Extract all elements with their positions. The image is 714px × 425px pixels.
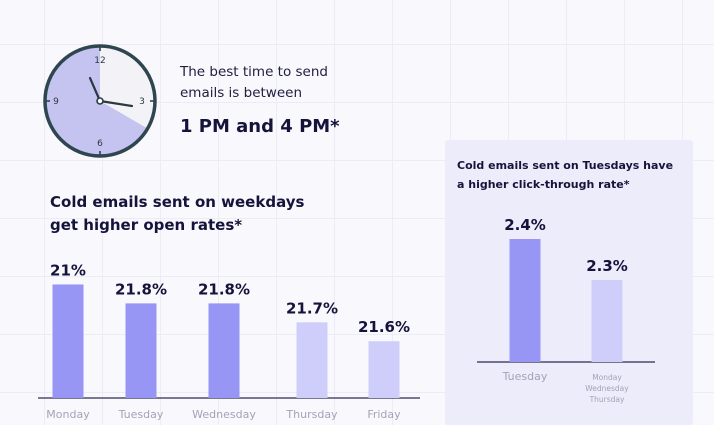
tick-label: Wednesday [192, 408, 256, 421]
data-label: 21.8% [115, 280, 167, 298]
bar-thursday [296, 322, 328, 398]
data-label: 2.3% [586, 257, 628, 275]
click-through-title-line-2: a higher click-through rate* [457, 178, 630, 191]
time-range-highlight: 1 PM and 4 PM* [180, 116, 340, 137]
clock-rim [43, 44, 157, 158]
clock-numeral-3: 3 [139, 97, 145, 107]
clock-minute-hand [98, 99, 134, 108]
clock-icon: 12 3 6 9 [43, 44, 157, 158]
tick-label: Monday [46, 408, 90, 421]
tick-label: Thursday [285, 408, 338, 421]
intro-text: The best time to send emails is between [180, 62, 328, 104]
bar-friday [368, 341, 400, 398]
tick-label: Tuesday [118, 408, 164, 421]
click-through-chart-title: Cold emails sent on Tuesdays have a high… [457, 156, 673, 194]
bar-tuesday [125, 303, 157, 398]
clock-numeral-9: 9 [53, 97, 59, 107]
clock-center-pin [96, 97, 104, 105]
tick-label: Monday [592, 373, 622, 382]
tick-label: Wednesday [585, 384, 629, 393]
tick-label: Tuesday [502, 370, 548, 383]
bar-tuesday [509, 239, 541, 362]
click-through-title-line-1: Cold emails sent on Tuesdays have [457, 159, 674, 172]
data-label: 21.6% [358, 318, 410, 336]
clock-numeral-6: 6 [97, 139, 103, 149]
open-rate-chart: 21% Monday 21.8% Tuesday 21.8% Wednesday 21.7%… [38, 261, 420, 421]
tick-label: Thursday [589, 395, 625, 404]
open-rate-chart-title: Cold emails sent on weekdays get higher … [50, 191, 304, 237]
click-through-panel [445, 140, 693, 425]
bar-wednesday [208, 303, 240, 398]
open-rate-title-line-1: Cold emails sent on weekdays [50, 193, 305, 211]
intro-line-2: emails is between [180, 85, 303, 101]
data-label: 21.8% [198, 280, 250, 298]
data-label: 2.4% [504, 216, 546, 234]
bar-monday [591, 280, 623, 362]
clock-hour-hand [88, 76, 102, 103]
click-through-chart: 2.4% Tuesday 2.3% Monday Wednesday Thursday [477, 216, 655, 404]
clock-ticks [46, 47, 154, 155]
data-label: 21% [50, 261, 86, 279]
intro-line-1: The best time to send [180, 64, 328, 80]
tick-label: Friday [367, 408, 401, 421]
bar-monday [52, 284, 84, 398]
open-rate-title-line-2: get higher open rates* [50, 216, 243, 234]
clock-numeral-12: 12 [94, 56, 105, 66]
data-label: 21.7% [286, 299, 338, 317]
